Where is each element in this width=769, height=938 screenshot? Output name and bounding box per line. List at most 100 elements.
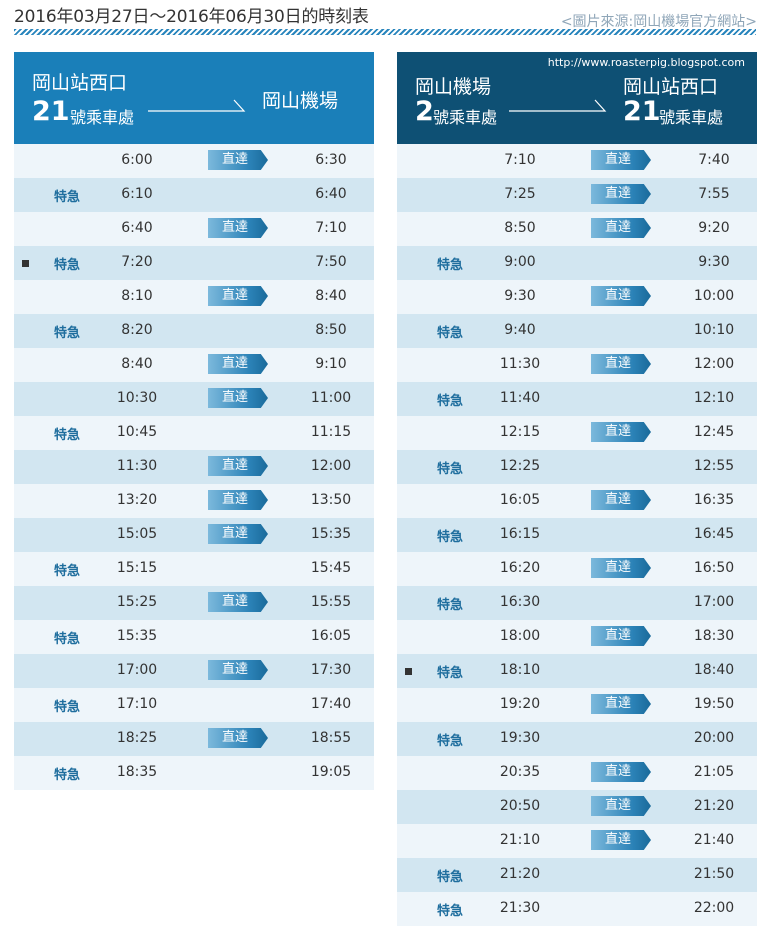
arrival-time: 15:45 [310,560,352,576]
table-row: 特急 21:30 22:00 [397,892,757,926]
arrival-time: 12:45 [693,424,735,440]
arrival-time: 8:40 [315,288,347,304]
direct-service-badge: 直達 [591,558,651,578]
note-marker-icon [22,260,29,267]
arrival-time: 15:35 [310,526,352,542]
origin-platform-unit: 號乘車處 [433,108,498,127]
departure-time: 9:40 [504,322,536,338]
direct-service-badge: 直達 [591,150,651,170]
service-type-label: 特急 [437,666,464,681]
timetable-airport-to-station: http://www.roasterpig.blogspot.com 岡山機場 … [397,52,757,926]
table-row: 特急 18:35 19:05 [14,756,374,790]
departure-time: 12:25 [499,458,541,474]
arrival-time: 19:05 [310,764,352,780]
table-row: 8:50 直達 9:20 [397,212,757,246]
table-row: 21:10 直達 21:40 [397,824,757,858]
arrival-time: 16:45 [693,526,735,542]
arrival-time: 7:40 [698,152,730,168]
timetable-rows: 7:10 直達 7:40 7:25 直達 7:55 8:50 直達 9:20 特急 9:00 9:30… [397,144,757,926]
table-row: 特急 15:35 16:05 [14,620,374,654]
table-row: 11:30 直達 12:00 [14,450,374,484]
destination-platform-number: 21 [623,96,661,127]
direct-service-badge: 直達 [208,592,268,612]
direct-service-badge: 直達 [591,626,651,646]
direct-service-badge: 直達 [208,354,268,374]
table-row: 特急 9:00 9:30 [397,246,757,280]
departure-time: 10:30 [116,390,158,406]
departure-time: 16:05 [499,492,541,508]
direct-service-badge: 直達 [208,456,268,476]
table-row: 19:20 直達 19:50 [397,688,757,722]
arrival-time: 18:30 [693,628,735,644]
departure-time: 16:15 [499,526,541,542]
service-type-label: 特急 [437,904,464,919]
arrival-time: 6:30 [315,152,347,168]
service-type-label: 特急 [54,564,81,579]
departure-time: 8:10 [121,288,153,304]
arrival-time: 9:30 [698,254,730,270]
service-type-label: 特急 [437,530,464,545]
direct-service-badge: 直達 [208,218,268,238]
blog-watermark: http://www.roasterpig.blogspot.com [547,56,745,69]
origin-name: 岡山機場 [415,76,492,98]
departure-time: 20:50 [499,798,541,814]
timetable-rows: 6:00 直達 6:30 特急 6:10 6:40 6:40 直達 7:10 特急 7:20 7:50… [14,144,374,790]
origin-name: 岡山站西口 [32,72,128,94]
direct-service-badge: 直達 [591,694,651,714]
arrival-time: 20:00 [693,730,735,746]
note-marker-icon [405,668,412,675]
arrival-time: 15:55 [310,594,352,610]
table-row: 15:25 直達 15:55 [14,586,374,620]
arrival-time: 17:40 [310,696,352,712]
departure-time: 10:45 [116,424,158,440]
direction-arrow-icon [509,99,607,112]
direct-service-badge: 直達 [208,150,268,170]
table-row: 6:40 直達 7:10 [14,212,374,246]
direct-service-badge: 直達 [208,728,268,748]
arrival-time: 16:35 [693,492,735,508]
departure-time: 7:20 [121,254,153,270]
departure-time: 6:10 [121,186,153,202]
table-row: 16:20 直達 16:50 [397,552,757,586]
origin-platform-unit: 號乘車處 [70,108,135,127]
arrival-time: 9:20 [698,220,730,236]
arrival-time: 9:10 [315,356,347,372]
table-row: 20:50 直達 21:20 [397,790,757,824]
service-type-label: 特急 [54,326,81,341]
direct-service-badge: 直達 [591,796,651,816]
arrival-time: 7:55 [698,186,730,202]
table-row: 7:25 直達 7:55 [397,178,757,212]
table-row: 特急 9:40 10:10 [397,314,757,348]
departure-time: 16:30 [499,594,541,610]
timetable-station-to-airport: 岡山站西口 21 號乘車處 岡山機場 6:00 直達 6:30 特急 6:10 6:40 6… [14,52,374,790]
departure-time: 8:40 [121,356,153,372]
table-row: 20:35 直達 21:05 [397,756,757,790]
table-row: 特急 21:20 21:50 [397,858,757,892]
direct-service-badge: 直達 [591,184,651,204]
title-divider [14,29,756,35]
arrival-time: 12:55 [693,458,735,474]
departure-time: 15:15 [116,560,158,576]
service-type-label: 特急 [437,394,464,409]
arrival-time: 17:00 [693,594,735,610]
table-row: 特急 19:30 20:00 [397,722,757,756]
direct-service-badge: 直達 [591,218,651,238]
departure-time: 8:50 [504,220,536,236]
arrival-time: 12:10 [693,390,735,406]
table-row: 7:10 直達 7:40 [397,144,757,178]
service-type-label: 特急 [437,462,464,477]
arrival-time: 12:00 [310,458,352,474]
departure-time: 18:10 [499,662,541,678]
departure-time: 21:20 [499,866,541,882]
table-row: 特急 7:20 7:50 [14,246,374,280]
destination-platform-unit: 號乘車處 [659,108,724,127]
departure-time: 19:30 [499,730,541,746]
departure-time: 11:30 [116,458,158,474]
arrival-time: 7:10 [315,220,347,236]
departure-time: 11:40 [499,390,541,406]
departure-time: 6:00 [121,152,153,168]
service-type-label: 特急 [437,870,464,885]
departure-time: 17:10 [116,696,158,712]
service-type-label: 特急 [437,258,464,273]
service-type-label: 特急 [54,768,81,783]
